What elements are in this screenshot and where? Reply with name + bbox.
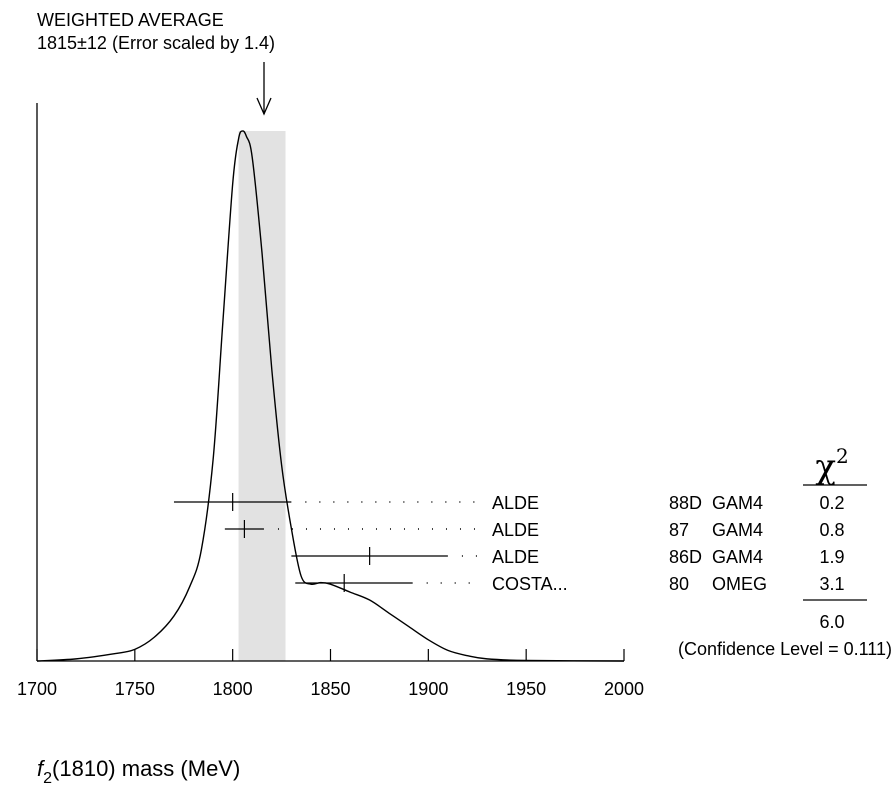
ideogram-curve — [36, 130, 625, 662]
x-axis-label: f2(1810) mass (MeV) — [37, 756, 240, 787]
measurement-chi2: 0.8 — [819, 520, 844, 540]
measurement-bars — [173, 493, 478, 592]
measurement-chi2: 3.1 — [819, 574, 844, 594]
chi2-symbol: χ — [815, 447, 836, 487]
x-ticks: 1700 1750 1800 1850 1900 1950 2000 — [17, 649, 644, 699]
measurement-chi2: 0.2 — [819, 493, 844, 513]
average-band-layer — [238, 131, 286, 661]
measurement-year: 88D — [669, 493, 702, 513]
measurement-chi2: 1.9 — [819, 547, 844, 567]
measurement-year: 86D — [669, 547, 702, 567]
chi2-superscript: 2 — [836, 444, 849, 468]
measurement-experiment: GAM4 — [712, 547, 763, 567]
chart-subtitle: 1815±12 (Error scaled by 1.4) — [37, 33, 275, 53]
x-tick-label: 1750 — [115, 679, 155, 699]
ideogram-curve-layer — [36, 130, 625, 662]
chart-title: WEIGHTED AVERAGE — [37, 10, 224, 30]
x-tick-label: 1800 — [213, 679, 253, 699]
measurement-experiment: OMEG — [712, 574, 767, 594]
average-arrow-head — [256, 97, 272, 116]
x-axis-label-text: (1810) mass (MeV) — [52, 756, 240, 781]
measurement-year: 80 — [669, 574, 689, 594]
x-tick-label: 1700 — [17, 679, 57, 699]
x-axis-label-subscript: 2 — [43, 770, 52, 787]
x-tick-label: 1900 — [408, 679, 448, 699]
average-band — [238, 131, 286, 661]
measurement-author: COSTA... — [492, 574, 568, 594]
measurement-experiment: GAM4 — [712, 520, 763, 540]
x-axis-label-symbol: f — [37, 756, 46, 781]
x-tick-label: 1850 — [310, 679, 350, 699]
x-tick-label: 1950 — [506, 679, 546, 699]
confidence-level: (Confidence Level = 0.111) — [678, 639, 892, 659]
chi2-total: 6.0 — [819, 612, 844, 632]
measurement-labels: ALDE 88D GAM4 0.2 ALDE 87 GAM4 0.8 ALDE 86D GAM4 1.… — [492, 493, 845, 594]
measurement-author: ALDE — [492, 493, 539, 513]
x-tick-label: 2000 — [604, 679, 644, 699]
measurement-author: ALDE — [492, 520, 539, 540]
chi2-header: χ2 — [815, 444, 848, 487]
measurement-experiment: GAM4 — [712, 493, 763, 513]
measurement-author: ALDE — [492, 547, 539, 567]
average-arrow — [256, 62, 272, 116]
measurement-year: 87 — [669, 520, 689, 540]
